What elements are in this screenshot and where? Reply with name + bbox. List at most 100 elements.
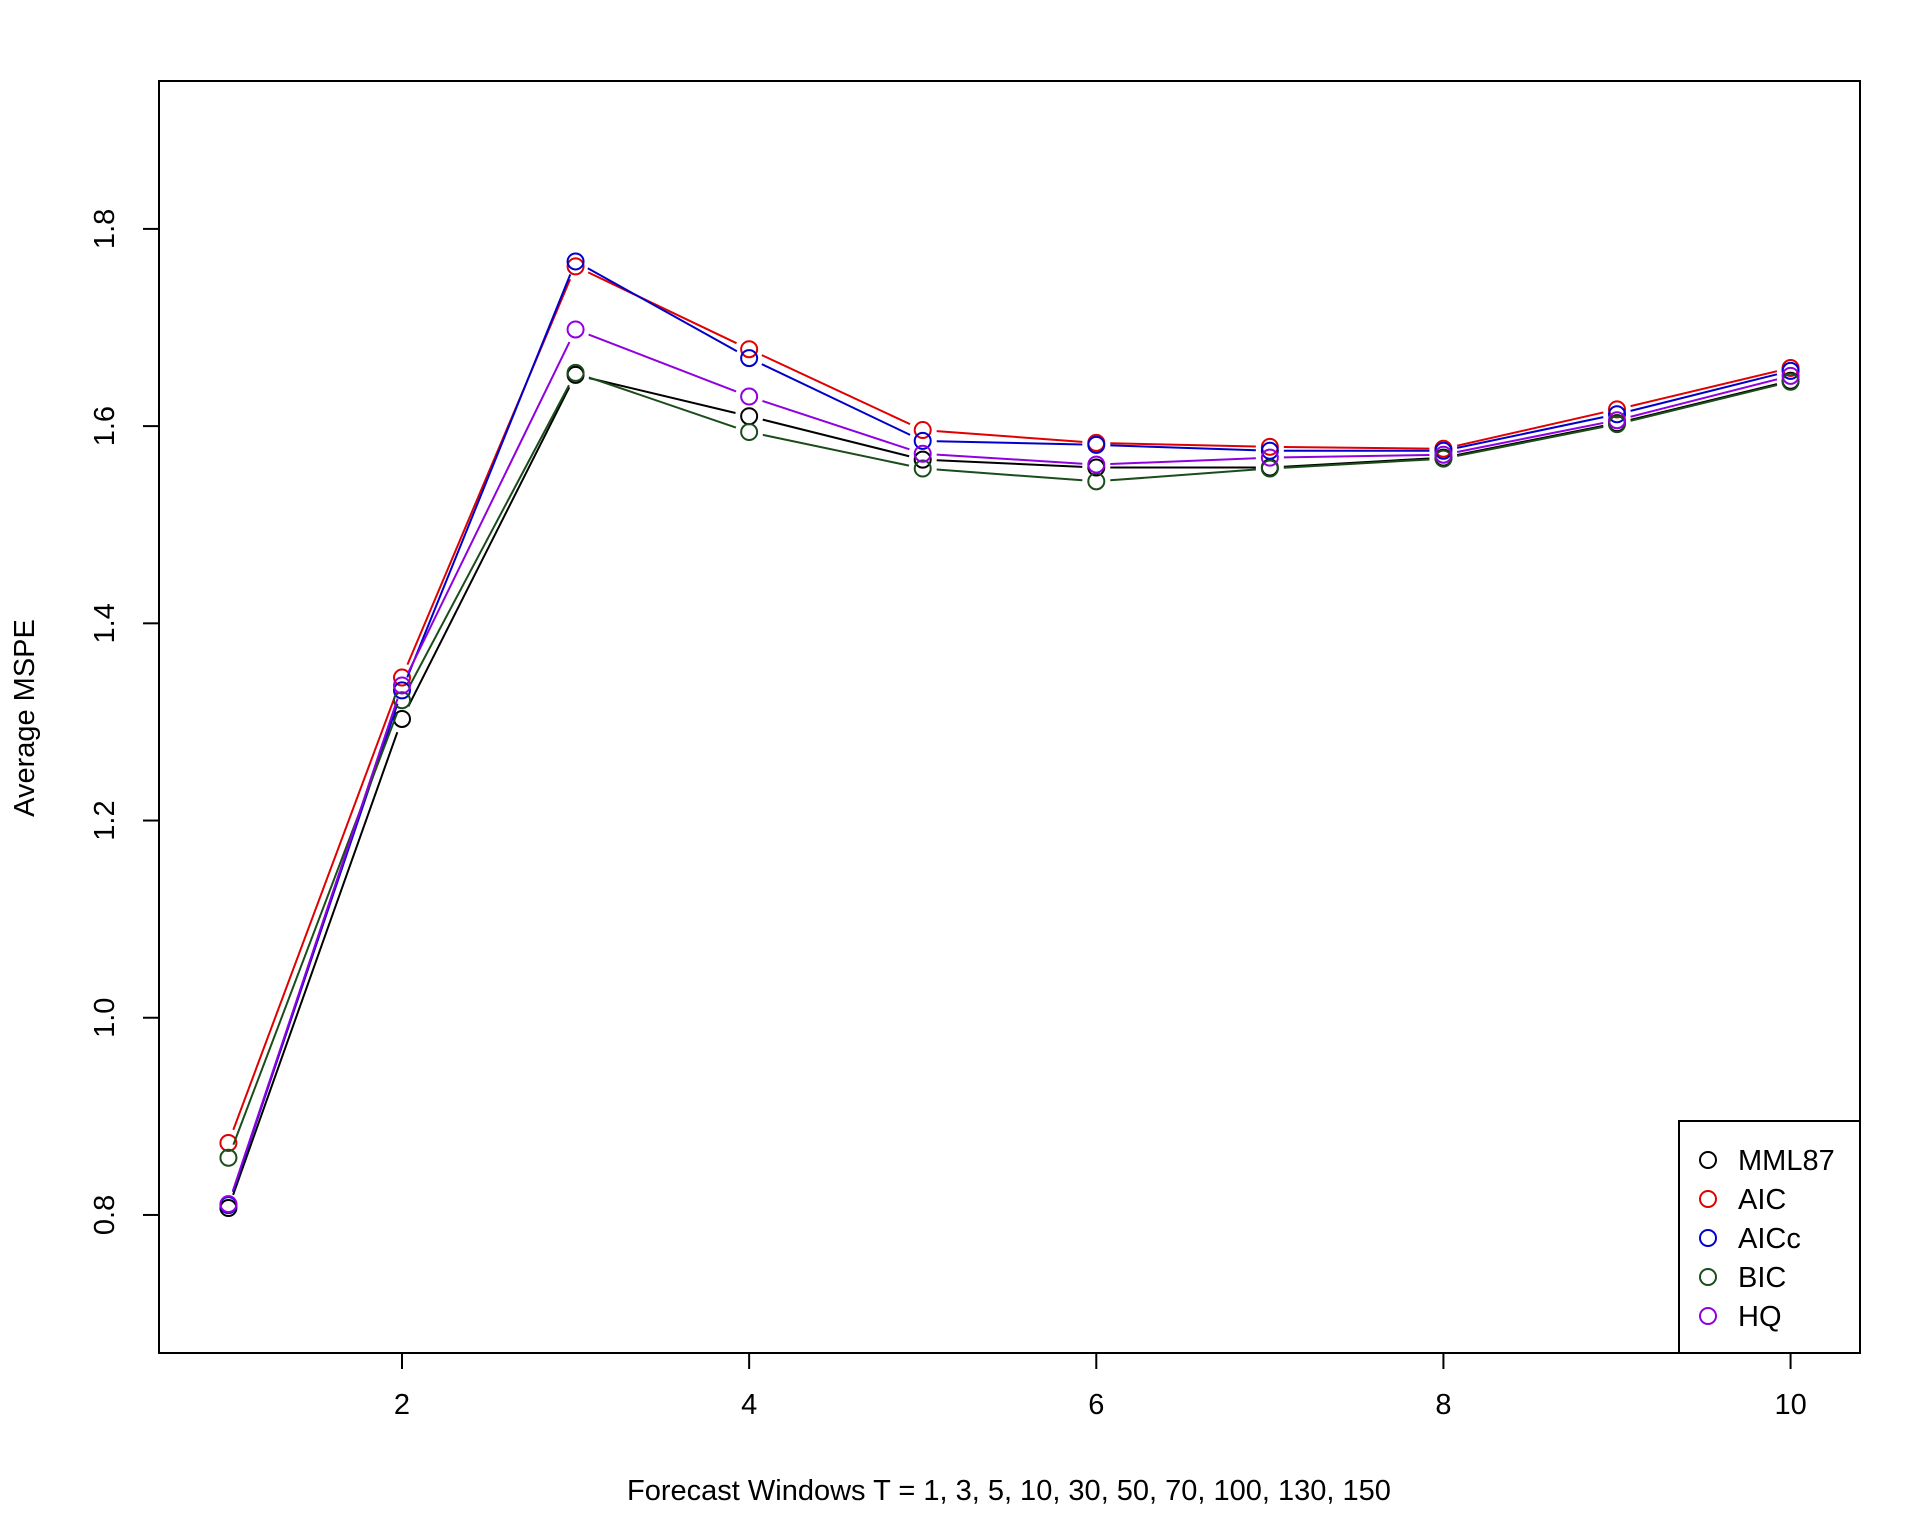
data-point: [219, 1133, 238, 1152]
y-tick-label: 1.0: [89, 998, 121, 1038]
data-point: [393, 676, 411, 695]
legend-marker: [1699, 1307, 1717, 1325]
data-point: [1608, 400, 1626, 419]
series-line-segment: [1283, 445, 1430, 450]
data-point: [740, 423, 759, 442]
series-line-segment: [1283, 458, 1430, 469]
data-point: [913, 444, 932, 463]
series-line-segment: [232, 731, 399, 1196]
series-line-segment: [1283, 453, 1430, 459]
data-point: [566, 252, 585, 271]
x-axis-label: Forecast Windows T = 1, 3, 5, 10, 30, 50…: [627, 1475, 1391, 1507]
y-tick-label: 1.8: [89, 209, 121, 249]
y-tick-label: 1.2: [89, 800, 121, 840]
data-point: [1781, 361, 1800, 380]
plot-frame: [158, 80, 1861, 1354]
series-line-segment: [761, 363, 911, 436]
series-line-segment: [936, 440, 1083, 446]
series-line-segment: [936, 430, 1083, 443]
data-point: [740, 407, 759, 426]
series-line-segment: [1110, 457, 1256, 466]
legend-label: MML87: [1738, 1145, 1835, 1177]
series-line-segment: [1456, 411, 1604, 447]
data-point: [740, 349, 759, 368]
series-line-segment: [588, 377, 736, 414]
data-point: [1087, 435, 1106, 454]
series-line-segment: [1110, 442, 1256, 448]
series-line-segment: [762, 418, 910, 458]
data-point: [1781, 372, 1800, 391]
y-tick-label: 0.8: [89, 1195, 121, 1235]
data-point: [913, 431, 932, 450]
data-point: [393, 681, 411, 700]
y-axis-label: Average MSPE: [9, 619, 41, 817]
series-line-segment: [1630, 373, 1778, 412]
legend-item: BIC: [1699, 1262, 1786, 1294]
data-point: [393, 691, 411, 710]
y-axis: 0.8 1.0 1.2 1.4 1.6 1.8: [89, 209, 159, 1235]
data-point: [1608, 405, 1626, 424]
legend-item: MML87: [1699, 1145, 1835, 1177]
data-point: [1608, 411, 1626, 430]
series-line-segment: [407, 386, 571, 707]
series-line-segment: [1110, 468, 1256, 482]
legend-label: BIC: [1738, 1262, 1786, 1294]
data-point: [913, 450, 932, 469]
data-point: [1260, 441, 1279, 460]
data-point: [913, 459, 932, 478]
series-line-segment: [1630, 370, 1778, 408]
series-layer: [219, 252, 1800, 1218]
series-line-segment: [407, 341, 571, 674]
series-line-segment: [1630, 384, 1778, 422]
legend-item: AIC: [1699, 1184, 1786, 1216]
data-point: [740, 387, 759, 406]
x-axis: 2 4 6 8 10: [394, 1353, 1807, 1421]
legend-marker: [1699, 1151, 1717, 1169]
series-bic: [219, 363, 1800, 1167]
series-line-segment: [232, 712, 398, 1146]
y-tick-label: 1.4: [89, 603, 121, 643]
series-line-segment: [1630, 378, 1778, 418]
x-tick-label: 10: [1774, 1389, 1806, 1421]
x-tick-label: 8: [1435, 1389, 1451, 1421]
series-line-segment: [231, 698, 399, 1192]
series-line-segment: [232, 690, 399, 1131]
data-point: [740, 340, 759, 359]
data-point: [1608, 415, 1626, 434]
data-point: [219, 1195, 238, 1214]
legend: MML87 AIC AICc BIC HQ: [1678, 1120, 1861, 1354]
legend-marker: [1699, 1190, 1717, 1208]
series-line-segment: [587, 271, 737, 345]
data-point: [1434, 445, 1453, 464]
legend-label: HQ: [1738, 1301, 1782, 1333]
data-point: [913, 421, 932, 440]
x-tick-label: 6: [1088, 1389, 1104, 1421]
legend-marker: [1699, 1229, 1717, 1247]
series-line-segment: [1110, 444, 1256, 452]
data-point: [219, 1148, 238, 1167]
series-aicc: [219, 252, 1800, 1215]
series-line-segment: [936, 453, 1083, 465]
legend-marker: [1699, 1268, 1717, 1286]
data-point: [1260, 459, 1279, 478]
data-point: [1087, 455, 1106, 474]
legend-label: AICc: [1738, 1223, 1801, 1255]
series-line-segment: [762, 399, 910, 451]
series-hq: [219, 320, 1800, 1214]
legend-item: AICc: [1699, 1223, 1801, 1255]
series-line-segment: [762, 433, 910, 467]
series-line-segment: [406, 274, 572, 678]
series-aic: [219, 257, 1800, 1152]
series-line-segment: [761, 354, 911, 426]
legend-box: [1678, 1120, 1861, 1354]
series-line-segment: [1456, 421, 1604, 453]
series-line-segment: [1456, 425, 1604, 457]
legend-item: HQ: [1699, 1301, 1782, 1333]
x-tick-label: 2: [394, 1389, 410, 1421]
data-point: [1781, 366, 1800, 385]
series-line-segment: [936, 468, 1083, 482]
data-point: [393, 668, 411, 687]
y-tick-label: 1.6: [89, 406, 121, 446]
data-point: [566, 257, 585, 276]
